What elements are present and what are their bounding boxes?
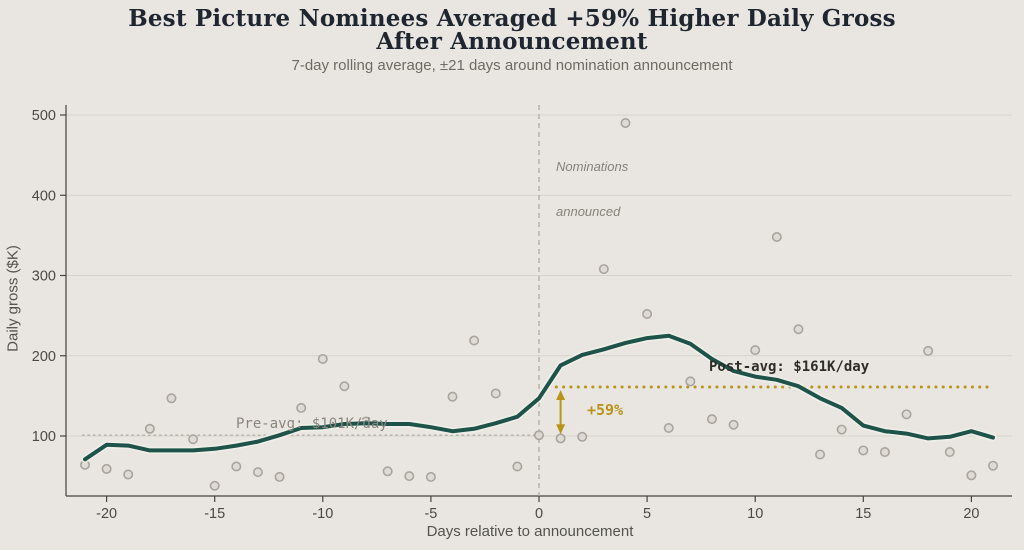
scatter-point — [771, 231, 782, 242]
scatter-point — [382, 466, 393, 477]
nominations-annotation: Nominations announced — [556, 129, 628, 249]
x-tick-label: 20 — [963, 506, 979, 522]
scatter-point — [555, 433, 566, 444]
y-tick-label: 500 — [32, 108, 56, 124]
scatter-point — [836, 424, 847, 435]
scatter-point — [274, 471, 285, 482]
chart-subtitle: 7-day rolling average, ±21 days around n… — [291, 57, 733, 74]
x-tick-label: 15 — [855, 506, 871, 522]
nominations-annotation-line2: announced — [556, 204, 621, 219]
scatter-point — [209, 480, 220, 491]
scatter-point — [923, 345, 934, 356]
post-avg-label: Post-avg: $161K/day — [709, 359, 870, 375]
scatter-point — [404, 471, 415, 482]
chart-title-line2: After Announcement — [376, 28, 648, 55]
scatter-point — [469, 335, 480, 346]
scatter-point — [663, 422, 674, 433]
scatter-point — [858, 445, 869, 456]
y-tick-label: 200 — [32, 349, 56, 365]
y-tick-label: 400 — [32, 188, 56, 204]
x-tick-label: -15 — [204, 506, 225, 522]
y-tick-label: 300 — [32, 269, 56, 285]
scatter-point — [166, 393, 177, 404]
x-tick-label: 5 — [643, 506, 651, 522]
x-tick-label: -10 — [312, 506, 333, 522]
scatter-point — [512, 461, 523, 472]
scatter-point — [685, 376, 696, 387]
scatter-point — [901, 409, 912, 420]
scatter-point — [706, 414, 717, 425]
x-tick-label: 10 — [747, 506, 763, 522]
scatter-point — [317, 353, 328, 364]
scatter-point — [123, 469, 134, 480]
pct-change-arrow — [556, 390, 566, 435]
x-tick-label: -5 — [424, 506, 437, 522]
scatter-point — [490, 388, 501, 399]
scatter-point — [728, 419, 739, 430]
scatter-point — [339, 381, 350, 392]
rolling-average-line — [83, 333, 995, 462]
pct-change-label: +59% — [587, 401, 624, 419]
y-tick-labels: 100 200 300 400 500 — [32, 108, 66, 445]
x-axis-label: Days relative to announcement — [426, 523, 634, 540]
scatter-points — [79, 118, 999, 491]
x-tick-label: 0 — [535, 506, 543, 522]
nominations-annotation-line1: Nominations — [556, 159, 629, 174]
scatter-point — [815, 449, 826, 460]
scatter-point — [144, 423, 155, 434]
scatter-point — [577, 431, 588, 442]
pre-avg-label: Pre-avg: $101K/day — [236, 416, 388, 432]
y-tick-label: 100 — [32, 429, 56, 445]
scatter-point — [642, 309, 653, 320]
scatter-point — [252, 467, 263, 478]
scatter-point — [944, 447, 955, 458]
scatter-point — [750, 345, 761, 356]
scatter-point — [533, 430, 544, 441]
scatter-point — [188, 434, 199, 445]
scatter-point — [296, 402, 307, 413]
scatter-point — [447, 391, 458, 402]
scatter-point — [793, 324, 804, 335]
scatter-point — [966, 470, 977, 481]
x-tick-labels: -20 -15 -10 -5 0 5 10 15 20 — [96, 496, 979, 522]
scatter-point — [231, 461, 242, 472]
scatter-point — [101, 463, 112, 474]
scatter-point — [879, 447, 890, 458]
scatter-point — [598, 264, 609, 275]
scatter-point — [620, 118, 631, 129]
scatter-point — [988, 460, 999, 471]
chart-title-line1: Best Picture Nominees Averaged +59% High… — [128, 5, 896, 32]
scatter-point — [425, 471, 436, 482]
chart-title: Best Picture Nominees Averaged +59% High… — [0, 7, 1024, 53]
x-tick-label: -20 — [96, 506, 117, 522]
